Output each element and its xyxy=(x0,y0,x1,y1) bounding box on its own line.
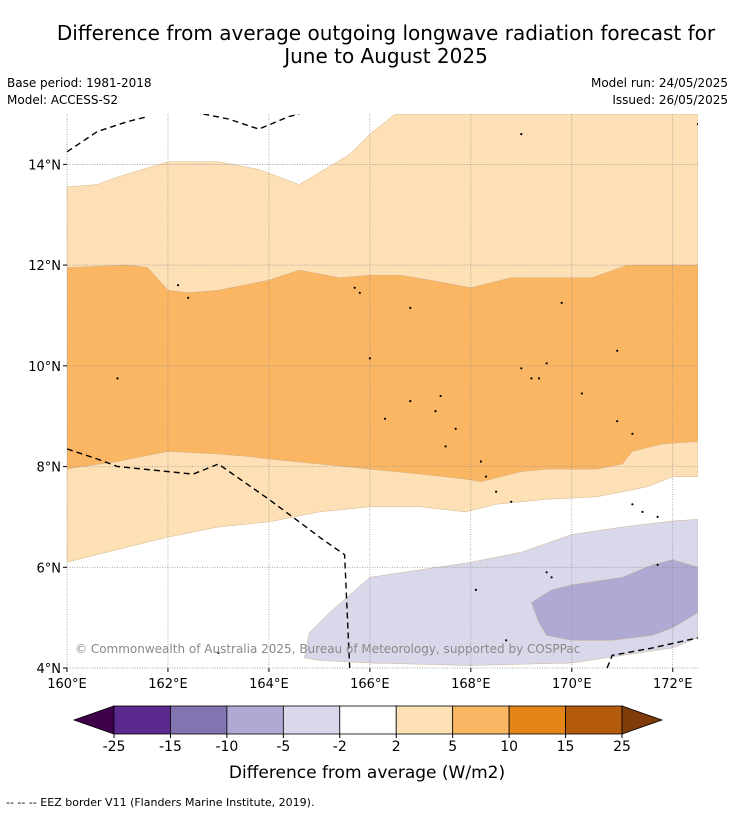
model-text: Model: ACCESS-S2 xyxy=(7,93,119,107)
lon-tick-label: 164°E xyxy=(249,677,289,692)
page-title: Difference from average outgoing longwav… xyxy=(0,22,736,68)
colorbar-segment xyxy=(452,705,510,735)
island-marker xyxy=(434,410,437,413)
colorbar-tick-label: -15 xyxy=(159,739,182,755)
colorbar-extend-low xyxy=(72,705,115,735)
colorbar-tick-label: -10 xyxy=(215,739,238,755)
island-marker xyxy=(368,357,371,360)
colorbar-segment xyxy=(226,705,284,735)
lon-tick-label: 160°E xyxy=(47,677,87,692)
island-marker xyxy=(616,349,619,352)
title-line-2: June to August 2025 xyxy=(284,44,488,68)
island-marker xyxy=(116,377,119,380)
eez-border-line xyxy=(203,114,300,130)
eez-borders xyxy=(67,114,698,668)
colorbar-tick-label: -2 xyxy=(333,739,347,755)
eez-border-line xyxy=(67,448,351,668)
island-marker xyxy=(641,510,644,513)
lon-tick-label: 168°E xyxy=(451,677,491,692)
island-marker xyxy=(520,133,523,136)
gridlines xyxy=(66,114,698,669)
lat-tick-label: 6°N xyxy=(37,561,62,576)
lon-tick-label: 166°E xyxy=(350,677,390,692)
island-marker xyxy=(383,417,387,420)
anomaly-regions xyxy=(67,114,698,666)
island-marker xyxy=(409,400,412,403)
lon-tick-label: 172°E xyxy=(653,677,693,692)
colorbar-tick-label: -5 xyxy=(276,739,290,755)
colorbar-segment xyxy=(113,705,171,735)
lat-tick-label: 14°N xyxy=(28,158,61,173)
island-marker xyxy=(495,490,498,493)
anomaly-region-2 xyxy=(67,264,698,482)
colorbar-segment xyxy=(508,705,566,735)
colorbar-tick-label: 25 xyxy=(613,739,631,755)
island-marker xyxy=(479,460,482,463)
island-marker xyxy=(545,362,548,365)
islands xyxy=(116,123,698,655)
map-axes: 160°E 162°E 164°E 166°E 168°E 170°E 172°E 4°N 6°… xyxy=(28,158,692,692)
lon-tick-label: 170°E xyxy=(552,677,592,692)
island-marker xyxy=(560,301,563,304)
meta-left: Base period: 1981-2018 Model: ACCESS-S2 xyxy=(7,75,152,109)
base-period-text: Base period: 1981-2018 xyxy=(7,76,152,90)
island-marker xyxy=(537,377,541,380)
copyright-text: © Commonwealth of Australia 2025, Bureau… xyxy=(75,642,580,656)
model-run-text: Model run: 24/05/2025 xyxy=(590,76,728,90)
lat-tick-label: 10°N xyxy=(28,360,61,375)
island-marker xyxy=(439,394,442,398)
island-marker xyxy=(409,306,412,309)
colorbar-tick-label: 5 xyxy=(448,739,457,755)
island-marker xyxy=(358,291,361,294)
eez-border-line xyxy=(67,115,148,153)
colorbar-segment xyxy=(395,705,454,735)
lat-tick-label: 12°N xyxy=(28,259,61,274)
island-marker xyxy=(656,515,659,519)
colorbar-extend-high xyxy=(621,705,664,735)
island-marker xyxy=(474,588,477,592)
island-marker xyxy=(510,500,513,503)
island-marker xyxy=(696,123,698,126)
island-marker xyxy=(217,651,220,655)
island-marker xyxy=(520,367,523,370)
colorbar-legend: -25 -15 -10 -5 -2 2 5 10 15 25 xyxy=(72,705,664,755)
island-marker xyxy=(454,427,457,430)
island-marker xyxy=(177,284,180,287)
title-line-1: Difference from average outgoing longwav… xyxy=(56,21,716,45)
island-marker xyxy=(631,432,634,435)
colorbar-segment xyxy=(282,705,341,735)
meta-right: Model run: 24/05/2025 Issued: 26/05/2025 xyxy=(591,75,728,109)
colorbar-segment xyxy=(339,705,397,735)
island-marker xyxy=(616,420,619,423)
colorbar-tick-label: -25 xyxy=(103,739,126,755)
island-marker xyxy=(656,563,659,566)
island-marker xyxy=(580,392,584,395)
colorbar-segment xyxy=(170,705,228,735)
island-marker xyxy=(484,475,488,478)
island-marker xyxy=(187,296,190,299)
island-marker xyxy=(631,503,634,506)
island-marker xyxy=(550,576,553,579)
anomaly-region-4 xyxy=(531,559,698,641)
lat-tick-label: 4°N xyxy=(37,662,62,677)
colorbar-tick-label: 2 xyxy=(392,739,401,755)
lon-tick-label: 162°E xyxy=(148,677,188,692)
island-marker xyxy=(530,377,533,380)
eez-border-line xyxy=(606,637,698,668)
island-marker xyxy=(444,445,447,448)
island-marker xyxy=(545,571,548,574)
colorbar-tick-label: 15 xyxy=(557,739,575,755)
colorbar-tick-label: 10 xyxy=(500,739,518,755)
issued-text: Issued: 26/05/2025 xyxy=(612,93,728,107)
colorbar-segment xyxy=(565,705,623,735)
colorbar-label: Difference from average (W/m2) xyxy=(229,763,505,783)
island-marker xyxy=(353,286,356,289)
eez-footnote: -- -- -- EEZ border V11 (Flanders Marine… xyxy=(6,796,315,809)
lat-tick-label: 8°N xyxy=(37,461,62,476)
island-marker xyxy=(505,639,508,642)
